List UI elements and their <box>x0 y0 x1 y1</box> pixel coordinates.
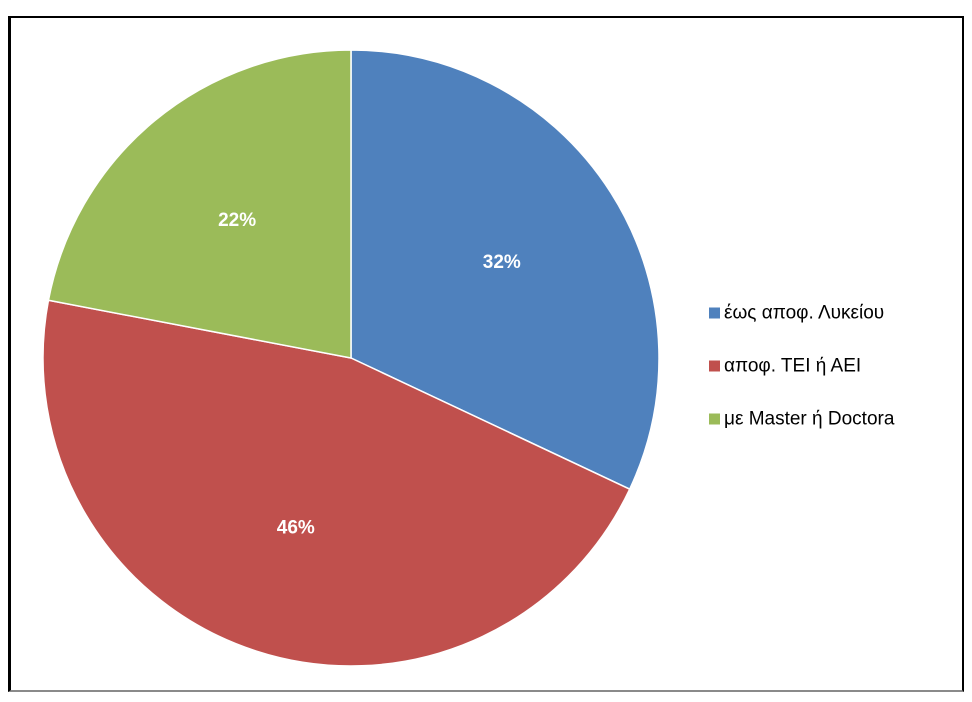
pie-slices <box>42 49 660 667</box>
legend-label-master-doctora: με Master ή Doctora <box>724 409 895 430</box>
legend-swatch-master-doctora <box>709 413 720 425</box>
legend-label-lykeiou: έως αποφ. Λυκείου <box>724 303 884 324</box>
pie-slice-master-doctora <box>47 49 352 359</box>
legend: έως αποφ. Λυκείου αποφ. ΤΕΙ ή ΑΕΙ με Maste… <box>709 303 895 430</box>
legend-swatch-lykeiou <box>709 307 720 319</box>
pie-data-labels: 32% 46% 22% <box>218 210 521 539</box>
data-label-tei-aei: 46% <box>277 517 315 538</box>
pie-slice-tei-aei <box>42 299 631 667</box>
chart-area: 32% 46% 22% έως αποφ. Λυκείου αποφ. ΤΕΙ ή ΑΕ… <box>8 16 964 692</box>
data-label-lykeiou: 32% <box>483 252 521 273</box>
pie-chart: 32% 46% 22% έως αποφ. Λυκείου αποφ. ΤΕΙ ή ΑΕ… <box>42 49 895 667</box>
data-label-master-doctora: 22% <box>218 210 256 231</box>
legend-swatch-tei-aei <box>709 360 720 372</box>
pie-slice-lykeiou <box>350 49 660 491</box>
legend-label-tei-aei: αποφ. ΤΕΙ ή ΑΕΙ <box>724 356 861 377</box>
